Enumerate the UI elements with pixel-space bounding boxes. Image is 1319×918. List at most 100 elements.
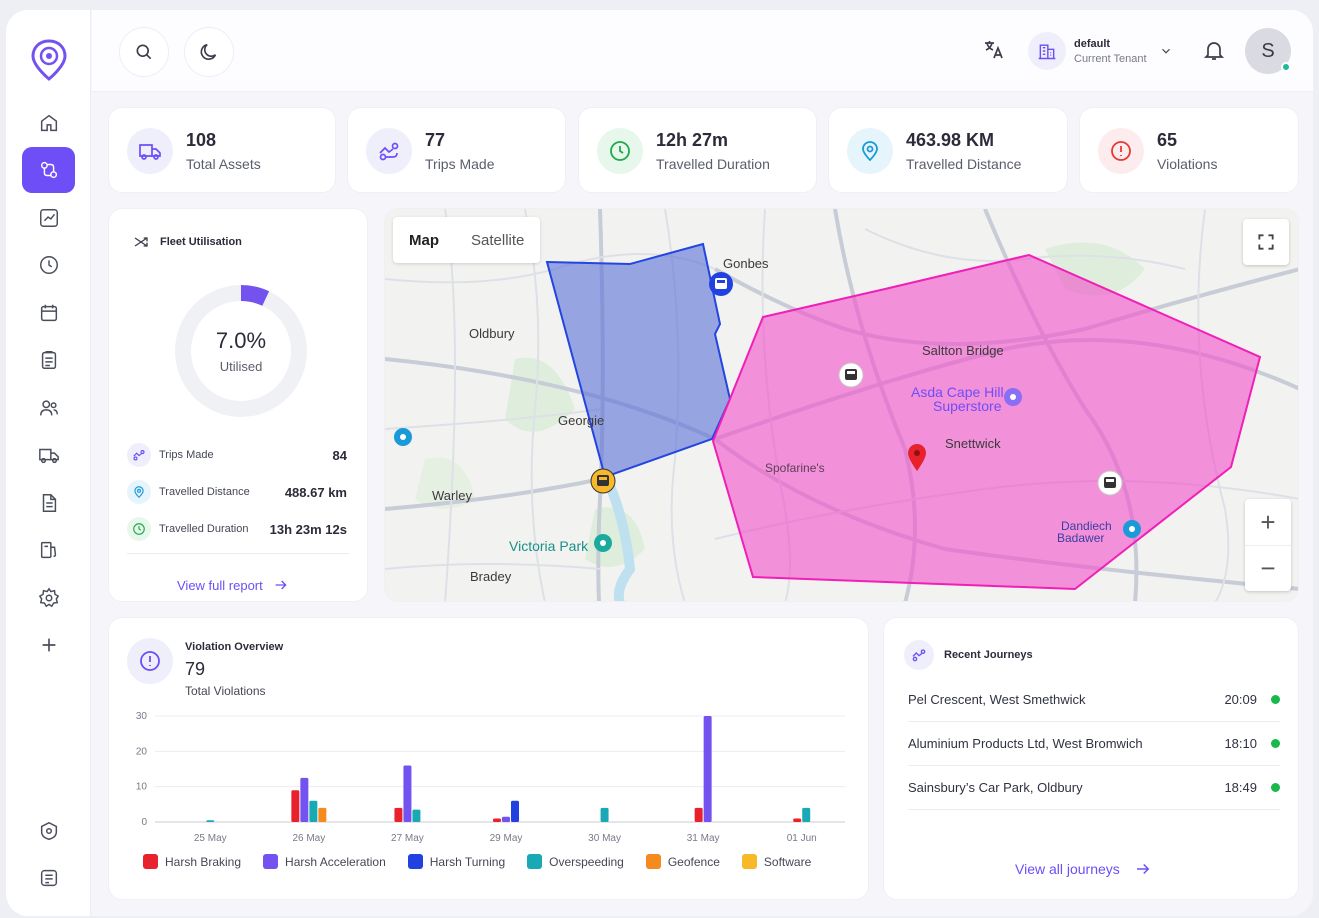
view-all-journeys-link[interactable]: View all journeys <box>1015 860 1152 878</box>
bar[interactable] <box>600 807 609 822</box>
sidebar-item-calendar[interactable] <box>22 290 75 336</box>
legend-item[interactable]: Geofence <box>645 854 720 869</box>
route-icon <box>904 640 934 670</box>
location-pin-icon <box>127 480 151 504</box>
avatar-initial: S <box>1261 39 1275 62</box>
sidebar-item-history[interactable] <box>22 242 75 288</box>
sidebar-item-add[interactable] <box>22 622 75 668</box>
fleet-metric-distance: Travelled Distance 488.67 km <box>127 479 347 505</box>
clock-icon <box>127 517 151 541</box>
geofence-pink[interactable] <box>711 253 1262 591</box>
map-canvas[interactable] <box>385 209 1299 602</box>
bar[interactable] <box>318 807 327 822</box>
dark-mode-button[interactable] <box>184 27 234 77</box>
bar[interactable] <box>394 807 403 822</box>
legend-swatch <box>741 854 757 869</box>
bar[interactable] <box>802 807 811 822</box>
translate-button[interactable] <box>982 38 1006 67</box>
bar[interactable] <box>694 807 703 822</box>
legend-item[interactable]: Harsh Turning <box>407 854 506 869</box>
stat-card-travelled-distance[interactable]: 463.98 KM Travelled Distance <box>828 107 1068 193</box>
geofence-blue[interactable] <box>545 242 732 479</box>
bar[interactable] <box>502 816 510 822</box>
sidebar-item-users[interactable] <box>22 385 75 431</box>
sidebar-item-settings[interactable] <box>22 575 75 621</box>
app-frame: default Current Tenant S 108 Total Asset… <box>6 10 1313 916</box>
journey-time: 18:10 <box>1224 736 1257 751</box>
logo-icon[interactable] <box>30 38 68 82</box>
vehicle-marker[interactable] <box>838 362 864 388</box>
online-status-dot <box>1281 62 1291 72</box>
notifications-button[interactable] <box>1202 38 1226 67</box>
stat-card-violations[interactable]: 65 Violations <box>1079 107 1299 193</box>
sidebar-item-tasks[interactable] <box>22 337 75 383</box>
metric-label: Travelled Duration <box>159 523 249 535</box>
sidebar-item-routes[interactable] <box>22 147 75 193</box>
search-icon <box>136 44 152 60</box>
violation-overview-card: Violation Overview 79 Total Violations 3… <box>108 617 869 900</box>
fuel-icon <box>40 541 56 559</box>
legend-item[interactable]: Software <box>741 854 812 869</box>
bar[interactable] <box>309 800 318 822</box>
stat-card-total-assets[interactable]: 108 Total Assets <box>108 107 336 193</box>
poi-marker[interactable] <box>394 428 412 446</box>
map-panel[interactable]: Oldbury Warley Victoria Park Bradey Gonb… <box>384 208 1299 602</box>
vehicle-marker[interactable] <box>1097 470 1123 496</box>
journey-row[interactable]: Aluminium Products Ltd, West Bromwich 18… <box>908 722 1280 766</box>
stat-card-trips-made[interactable]: 77 Trips Made <box>347 107 566 193</box>
search-button[interactable] <box>119 27 169 77</box>
fullscreen-button[interactable] <box>1243 219 1289 265</box>
poi-marker[interactable] <box>1123 520 1141 538</box>
gear-icon <box>38 587 59 608</box>
fleet-metric-duration: Travelled Duration 13h 23m 12s <box>127 516 347 542</box>
fleet-utilisation-card: Fleet Utilisation 7.0% Utilised Trips Ma… <box>108 208 368 602</box>
location-pin-icon[interactable] <box>908 444 926 471</box>
metric-label: Trips Made <box>159 449 214 461</box>
bar[interactable] <box>403 765 412 822</box>
bar[interactable] <box>793 818 802 822</box>
legend-item[interactable]: Overspeeding <box>527 854 624 869</box>
layout-icon <box>40 869 57 887</box>
sidebar-item-documents[interactable] <box>22 480 75 526</box>
journey-name: Sainsbury’s Car Park, Oldbury <box>908 780 1083 795</box>
arrow-right-icon <box>1136 863 1150 875</box>
poi-marker[interactable] <box>1004 388 1022 406</box>
avatar[interactable]: S <box>1245 28 1291 74</box>
legend-item[interactable]: Harsh Acceleration <box>263 854 386 869</box>
journey-row[interactable]: Sainsbury’s Car Park, Oldbury 18:49 <box>908 766 1280 810</box>
violation-bar-chart: 30 20 10 0 25 May 26 May 27 May 29 May 30 May 31 … <box>136 711 845 844</box>
sidebar-item-home[interactable] <box>22 100 75 146</box>
zoom-out-button[interactable]: − <box>1245 545 1291 591</box>
x-tick-label: 31 May <box>687 833 720 844</box>
legend-item[interactable]: Harsh Braking <box>143 854 241 869</box>
poi-marker[interactable] <box>594 534 612 552</box>
view-full-report-link[interactable]: View full report <box>177 577 289 593</box>
map-label: Dandiech <box>1061 519 1112 533</box>
legend-label: Harsh Turning <box>429 854 506 869</box>
bar[interactable] <box>493 818 501 822</box>
zoom-in-button[interactable]: + <box>1260 506 1276 537</box>
legend-label: Software <box>763 854 812 869</box>
vehicle-marker[interactable] <box>709 272 733 296</box>
sidebar-item-fuel[interactable] <box>22 527 75 573</box>
bar[interactable] <box>412 809 421 822</box>
vehicle-marker[interactable] <box>590 468 616 494</box>
sidebar-item-security[interactable] <box>22 808 75 854</box>
bar[interactable] <box>300 777 309 822</box>
sidebar-item-layout[interactable] <box>22 855 75 901</box>
moon-icon <box>200 43 217 60</box>
tenant-selector[interactable]: default Current Tenant <box>1028 28 1173 74</box>
tab-satellite[interactable]: Satellite <box>471 231 525 249</box>
bar[interactable] <box>703 716 712 822</box>
sidebar-item-vehicles[interactable] <box>22 432 75 478</box>
bar[interactable] <box>206 820 215 822</box>
utilisation-label: Utilised <box>219 359 263 374</box>
sidebar-item-analytics[interactable] <box>22 195 75 241</box>
journey-row[interactable]: Pel Crescent, West Smethwick 20:09 <box>908 678 1280 722</box>
violation-total-label: Total Violations <box>185 684 266 698</box>
tab-map[interactable]: Map <box>409 231 439 249</box>
stat-card-travelled-duration[interactable]: 12h 27m Travelled Duration <box>578 107 817 193</box>
bar[interactable] <box>291 790 300 822</box>
bar[interactable] <box>511 800 519 822</box>
arrow-right-icon <box>275 580 287 590</box>
